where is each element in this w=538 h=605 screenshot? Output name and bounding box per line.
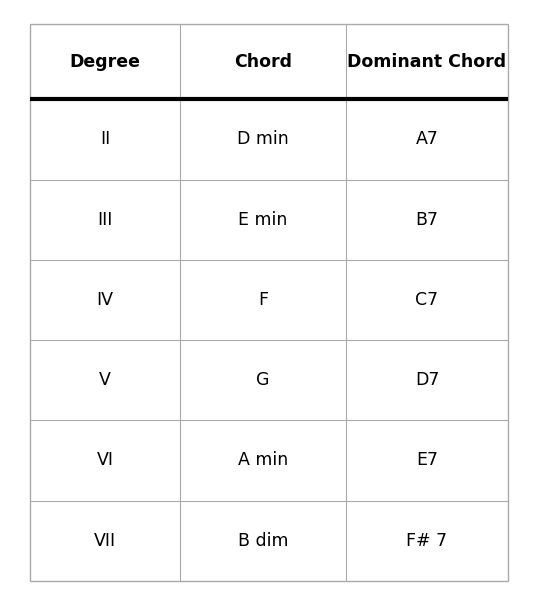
Text: A min: A min [238,451,288,469]
Text: Chord: Chord [234,53,292,71]
Text: II: II [100,131,110,148]
Text: Dominant Chord: Dominant Chord [348,53,507,71]
Text: G: G [256,371,270,389]
Text: D min: D min [237,131,289,148]
Text: VII: VII [94,532,116,550]
Text: F: F [258,291,268,309]
Text: IV: IV [96,291,114,309]
Text: B dim: B dim [238,532,288,550]
Text: E7: E7 [416,451,438,469]
Text: B7: B7 [415,211,438,229]
Text: C7: C7 [415,291,438,309]
Bar [30,24,508,581]
Text: V: V [99,371,111,389]
Text: D7: D7 [415,371,439,389]
Text: III: III [97,211,112,229]
Text: F# 7: F# 7 [406,532,448,550]
Text: VI: VI [96,451,114,469]
Text: A7: A7 [415,131,438,148]
Text: E min: E min [238,211,288,229]
Text: Degree: Degree [69,53,140,71]
